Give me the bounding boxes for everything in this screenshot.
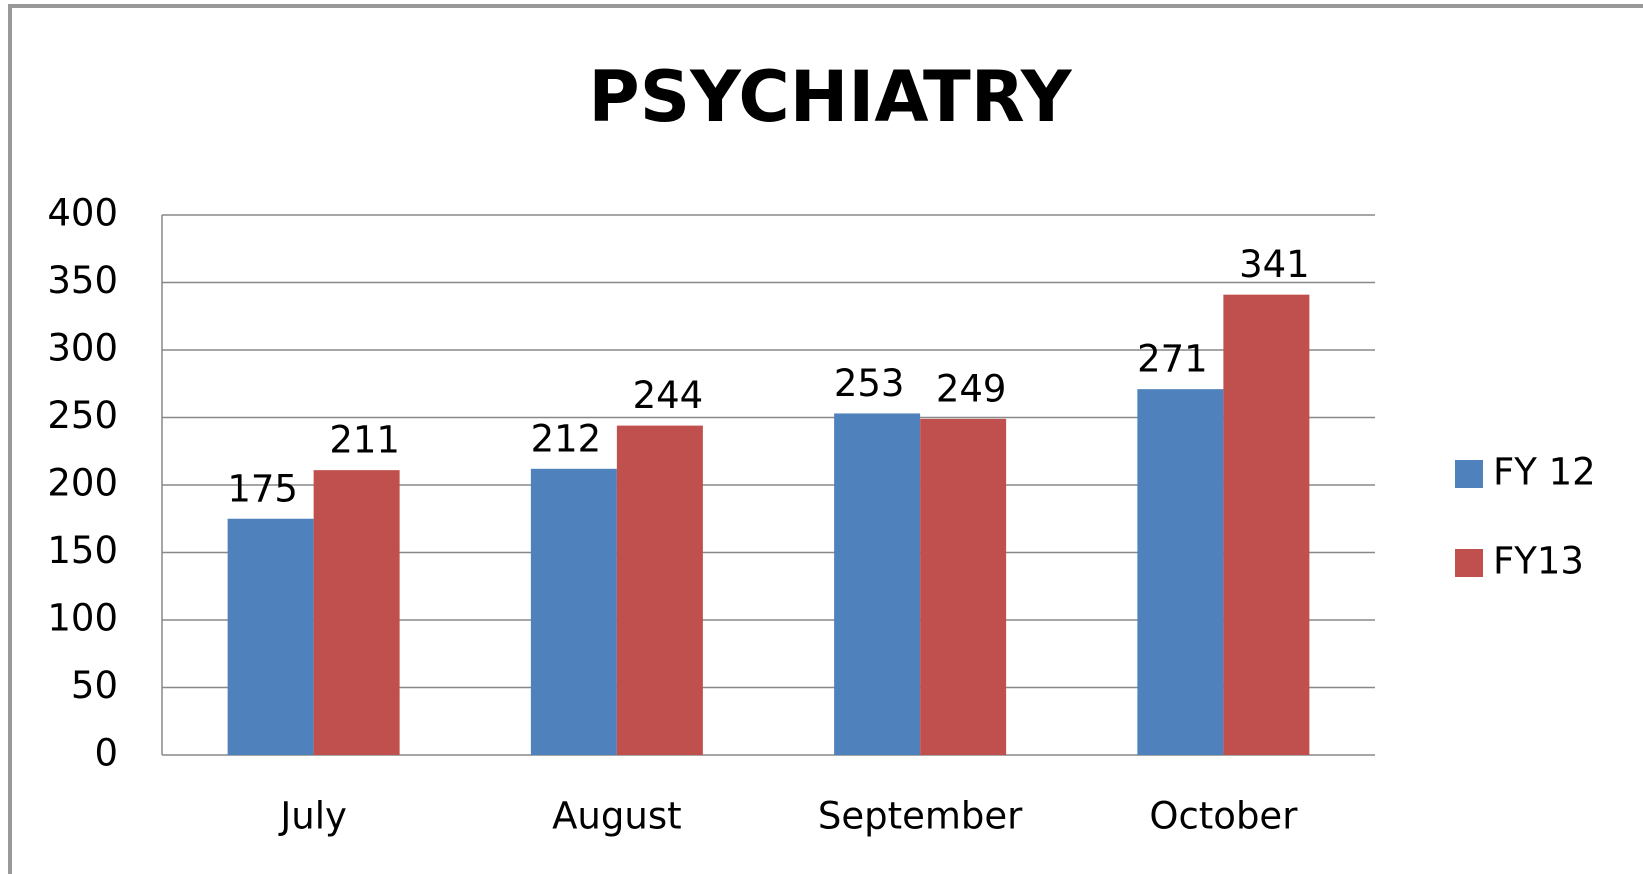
legend-swatch xyxy=(1455,549,1483,577)
x-tick-label: July xyxy=(278,795,347,838)
y-tick-label: 50 xyxy=(71,664,118,707)
data-label: 175 xyxy=(227,467,298,510)
bar xyxy=(227,518,314,755)
data-label: 244 xyxy=(633,374,704,417)
data-label: 249 xyxy=(936,367,1007,410)
bar xyxy=(1137,389,1224,755)
legend-label: FY13 xyxy=(1493,540,1584,583)
y-tick-label: 400 xyxy=(47,192,118,235)
y-tick-label: 250 xyxy=(47,394,118,437)
chart-title: PSYCHIATRY xyxy=(588,56,1072,138)
y-tick-label: 300 xyxy=(47,327,118,370)
bar xyxy=(1223,294,1310,755)
bar xyxy=(920,418,1007,755)
data-label: 253 xyxy=(834,362,905,405)
data-label: 212 xyxy=(531,417,602,460)
y-tick-label: 100 xyxy=(47,597,118,640)
bar xyxy=(834,413,921,755)
data-label: 211 xyxy=(329,419,400,462)
data-label: 341 xyxy=(1239,243,1310,286)
legend-label: FY 12 xyxy=(1493,451,1596,494)
bar xyxy=(616,425,703,755)
y-tick-label: 350 xyxy=(47,259,118,302)
y-tick-label: 150 xyxy=(47,529,118,572)
y-tick-label: 0 xyxy=(94,732,118,775)
bar xyxy=(313,470,400,755)
legend-swatch xyxy=(1455,460,1483,488)
y-tick-label: 200 xyxy=(47,462,118,505)
bar xyxy=(530,468,617,755)
x-tick-label: October xyxy=(1149,795,1298,838)
x-tick-label: August xyxy=(552,795,681,838)
data-label: 271 xyxy=(1137,338,1208,381)
x-tick-label: September xyxy=(818,795,1023,838)
